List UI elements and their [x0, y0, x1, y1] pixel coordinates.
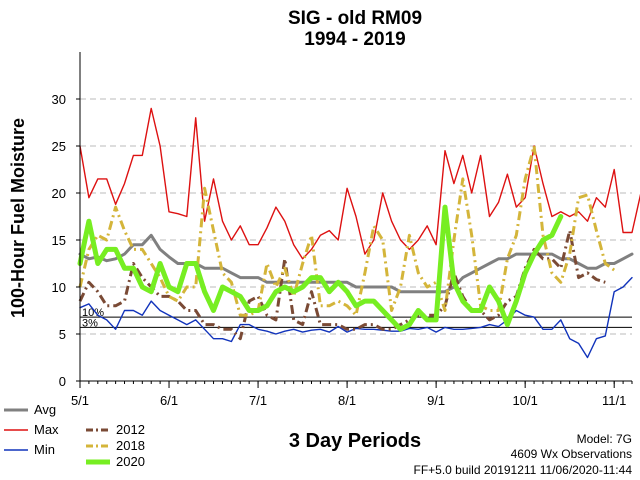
- x-tick-label: 7/1: [249, 393, 267, 408]
- build-label: FF+5.0 build 20191211 11/06/2020-11:44: [413, 463, 632, 477]
- reference-line-label: 3%: [82, 317, 98, 329]
- legend-label-min: Min: [34, 442, 55, 457]
- series-line-2020: [77, 204, 564, 332]
- legend-label-2012: 2012: [116, 422, 145, 437]
- legend-label-2018: 2018: [116, 438, 145, 453]
- reference-lines: 10%3%: [80, 307, 632, 329]
- x-tick-label: 9/1: [427, 393, 445, 408]
- y-axis-label: 100-Hour Fuel Moisture: [8, 118, 28, 318]
- x-tick-label: 11/1: [602, 393, 626, 408]
- y-tick-label: 5: [59, 327, 66, 342]
- chart-subtitle: 1994 - 2019: [304, 29, 405, 50]
- x-tick-label: 8/1: [338, 393, 356, 408]
- x-axis-label: 3 Day Periods: [289, 430, 421, 452]
- legend-label-avg: Avg: [34, 402, 56, 417]
- legend-label-2020: 2020: [116, 454, 145, 469]
- series-line-max: [79, 107, 640, 260]
- y-tick-label: 0: [59, 374, 66, 389]
- x-tick-label: 6/1: [160, 393, 178, 408]
- y-tick-label: 15: [52, 233, 66, 248]
- y-tick-label: 30: [52, 92, 66, 107]
- series-line-2018: [78, 144, 616, 317]
- series-layer: [77, 107, 640, 359]
- axes: 0 5 10 15 20 25 30 5/1 6/1 7/1 8/1 9/1 10/1 11/1: [52, 52, 633, 408]
- y-tick-label: 10: [52, 280, 66, 295]
- legend-label-max: Max: [34, 422, 59, 437]
- series-line-min: [79, 276, 633, 359]
- x-tick-label: 5/1: [71, 393, 89, 408]
- y-tick-label: 25: [52, 139, 66, 154]
- y-tick-label: 20: [52, 186, 66, 201]
- chart-title: SIG - old RM09: [288, 8, 422, 29]
- x-tick-label: 10/1: [513, 393, 538, 408]
- model-label: Model: 7G: [577, 432, 632, 446]
- observations-label: 4609 Wx Observations: [511, 447, 632, 461]
